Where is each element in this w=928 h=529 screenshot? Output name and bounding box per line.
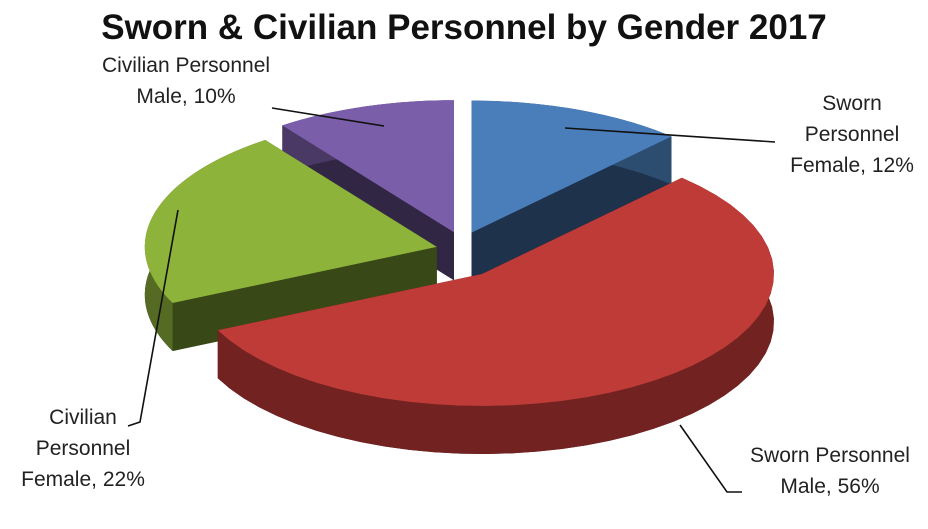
leader-lines [127,107,776,493]
slice-top [282,100,454,233]
data-label: Sworn Personnel Female 12% [782,88,922,181]
slice-wall [172,246,437,352]
data-label: Civilian Personnel Male 10% [76,50,296,112]
slice-wall [471,136,672,281]
chart-title: Sworn & Civilian Personnel by Gender 201… [101,8,827,47]
label-value: 56% [837,475,880,498]
data-label: Civilian Personnel Female 22% [8,402,158,495]
slice-top [144,140,437,304]
slice [471,100,672,281]
label-category: Civilian Personnel Male [102,54,270,108]
slice-top [217,177,774,406]
leader-line [679,424,742,493]
label-value: 22% [102,468,145,491]
slice-top [471,100,672,233]
label-value: 12% [871,154,914,177]
label-value: 10% [193,85,236,108]
data-label: Sworn Personnel Male 56% [730,440,928,502]
slices [144,100,774,454]
slice [217,177,774,454]
leader-line [564,127,776,143]
leader-line [127,209,179,427]
leader-line [271,107,385,127]
label-category: Sworn Personnel Male [750,444,910,498]
